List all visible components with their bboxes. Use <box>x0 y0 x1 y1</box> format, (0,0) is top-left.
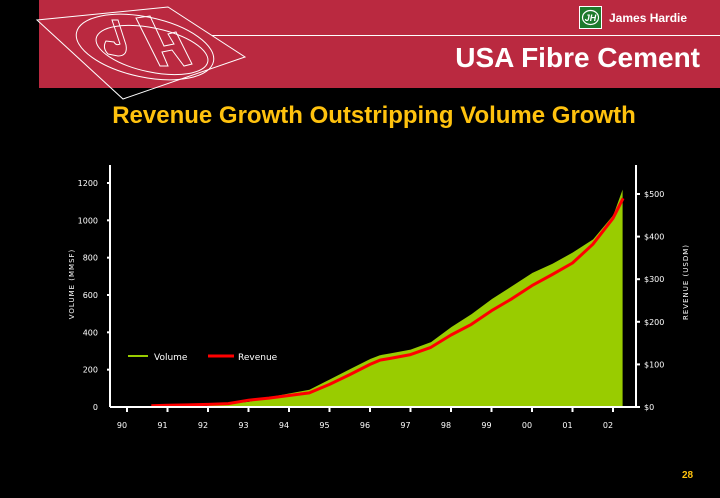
jh-watermark-logo-icon <box>35 6 247 100</box>
left-tick-label: 400 <box>83 328 98 337</box>
left-tick-label: 600 <box>83 291 98 300</box>
x-tick-label: 96 <box>360 421 370 430</box>
left-tick-label: 1000 <box>78 216 98 225</box>
page-number: 28 <box>682 470 694 481</box>
right-axis-title: REVENUE (USDM) <box>682 244 690 320</box>
right-tick-label: $0 <box>644 403 654 412</box>
left-tick-label: 0 <box>93 403 98 412</box>
revenue-line <box>151 197 625 408</box>
left-tick-label: 800 <box>83 254 98 263</box>
volume-area <box>195 186 624 408</box>
x-tick-label: 00 <box>522 421 532 430</box>
slide-title: Revenue Growth Outstripping Volume Growt… <box>112 102 636 129</box>
x-tick-label: 90 <box>117 421 127 430</box>
x-tick-label: 01 <box>562 421 572 430</box>
x-tick-label: 97 <box>400 421 410 430</box>
legend-volume-label: Volume <box>154 353 188 363</box>
right-tick-label: $400 <box>644 233 664 242</box>
left-axis-title: VOLUME (MMSF) <box>68 249 76 320</box>
right-tick-label: $100 <box>644 360 664 369</box>
x-tick-label: 93 <box>238 421 248 430</box>
brand-name: James Hardie <box>609 10 688 25</box>
right-tick-label: $500 <box>644 190 664 199</box>
left-tick-label: 200 <box>83 366 98 375</box>
section-title: USA Fibre Cement <box>455 42 700 73</box>
svg-text:JH: JH <box>585 13 597 23</box>
x-tick-label: 95 <box>319 421 329 430</box>
james-hardie-logo-icon: JH <box>579 6 602 29</box>
x-tick-label: 92 <box>198 421 208 430</box>
x-tick-label: 98 <box>441 421 451 430</box>
banner-divider <box>212 35 720 36</box>
x-tick-label: 99 <box>481 421 491 430</box>
right-tick-label: $200 <box>644 318 664 327</box>
legend-revenue-label: Revenue <box>238 353 278 363</box>
right-tick-label: $300 <box>644 275 664 284</box>
brand: JH James Hardie <box>579 6 687 29</box>
left-tick-label: 1200 <box>78 179 98 188</box>
x-tick-label: 91 <box>157 421 167 430</box>
x-tick-label: 02 <box>603 421 613 430</box>
x-tick-label: 94 <box>279 421 289 430</box>
header-banner <box>39 0 720 88</box>
